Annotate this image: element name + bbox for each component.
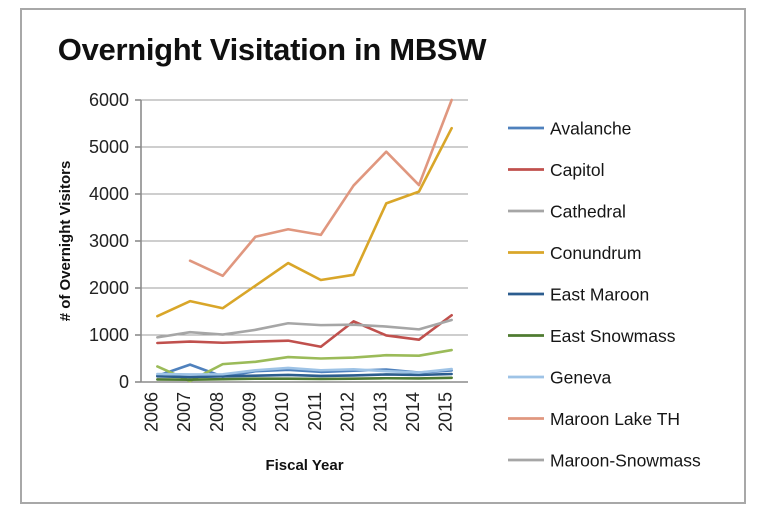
- y-tick-label: 3000: [89, 231, 129, 251]
- x-tick-label: 2007: [174, 392, 194, 432]
- x-tick-label: 2006: [141, 392, 161, 432]
- y-tick-label: 1000: [89, 325, 129, 345]
- x-tick-label: 2013: [370, 392, 390, 432]
- series-line-cathedral: [156, 348, 453, 383]
- y-tick-labels-group: 0 1000 2000 3000 4000 5000 6000: [89, 90, 129, 392]
- y-axis-title: # of Overnight Visitors: [57, 161, 74, 322]
- x-axis-title: Fiscal Year: [265, 457, 343, 474]
- chart-title: Overnight Visitation in MBSW: [57, 32, 487, 67]
- y-tick-label: 6000: [89, 90, 129, 110]
- legend-label-maroon-lake-th: Maroon Lake TH: [550, 409, 680, 429]
- legend-label-geneva: Geneva: [550, 368, 612, 388]
- legend-label-east-snowmass: East Snowmass: [550, 326, 676, 346]
- x-tick-label: 2014: [403, 392, 423, 432]
- series-line-capitol: [156, 313, 453, 349]
- series-line-maroon-lake-th: [188, 98, 453, 278]
- y-tick-label: 5000: [89, 137, 129, 157]
- series-line-east-maroon: [156, 372, 453, 379]
- legend-label-cathedral: Cathedral: [550, 202, 626, 222]
- axes-group: [135, 99, 468, 383]
- series-line-geneva: [156, 366, 453, 376]
- legend-label-east-maroon: East Maroon: [550, 285, 649, 305]
- legend-label-capitol: Capitol: [550, 160, 604, 180]
- legend-label-conundrum: Conundrum: [550, 243, 641, 263]
- series-line-east-snowmass: [156, 376, 453, 381]
- legend-group: Avalanche Capitol Cathedral Conundrum East M…: [508, 119, 701, 471]
- series-lines-group: [156, 98, 453, 383]
- x-tick-label: 2009: [239, 392, 259, 432]
- gridlines-group: [141, 99, 468, 383]
- legend-label-avalanche: Avalanche: [550, 119, 631, 139]
- axis-titles-group: Fiscal Year # of Overnight Visitors: [57, 161, 344, 474]
- y-tick-label: 2000: [89, 278, 129, 298]
- series-line-conundrum: [156, 126, 453, 318]
- y-tick-label: 4000: [89, 184, 129, 204]
- x-tick-labels-group: 2006 2007 2008 2009 2010 2011 2012 2013 2014 2015: [141, 392, 455, 432]
- x-tick-label: 2011: [305, 392, 325, 431]
- x-tick-label: 2012: [338, 392, 358, 432]
- x-tick-label: 2015: [436, 392, 456, 432]
- legend-label-maroon-snowmass: Maroon-Snowmass: [550, 451, 701, 471]
- series-line-maroon-snowmass: [156, 318, 453, 339]
- x-tick-label: 2010: [272, 392, 292, 432]
- y-tick-label: 0: [119, 372, 129, 392]
- x-tick-label: 2008: [207, 392, 227, 432]
